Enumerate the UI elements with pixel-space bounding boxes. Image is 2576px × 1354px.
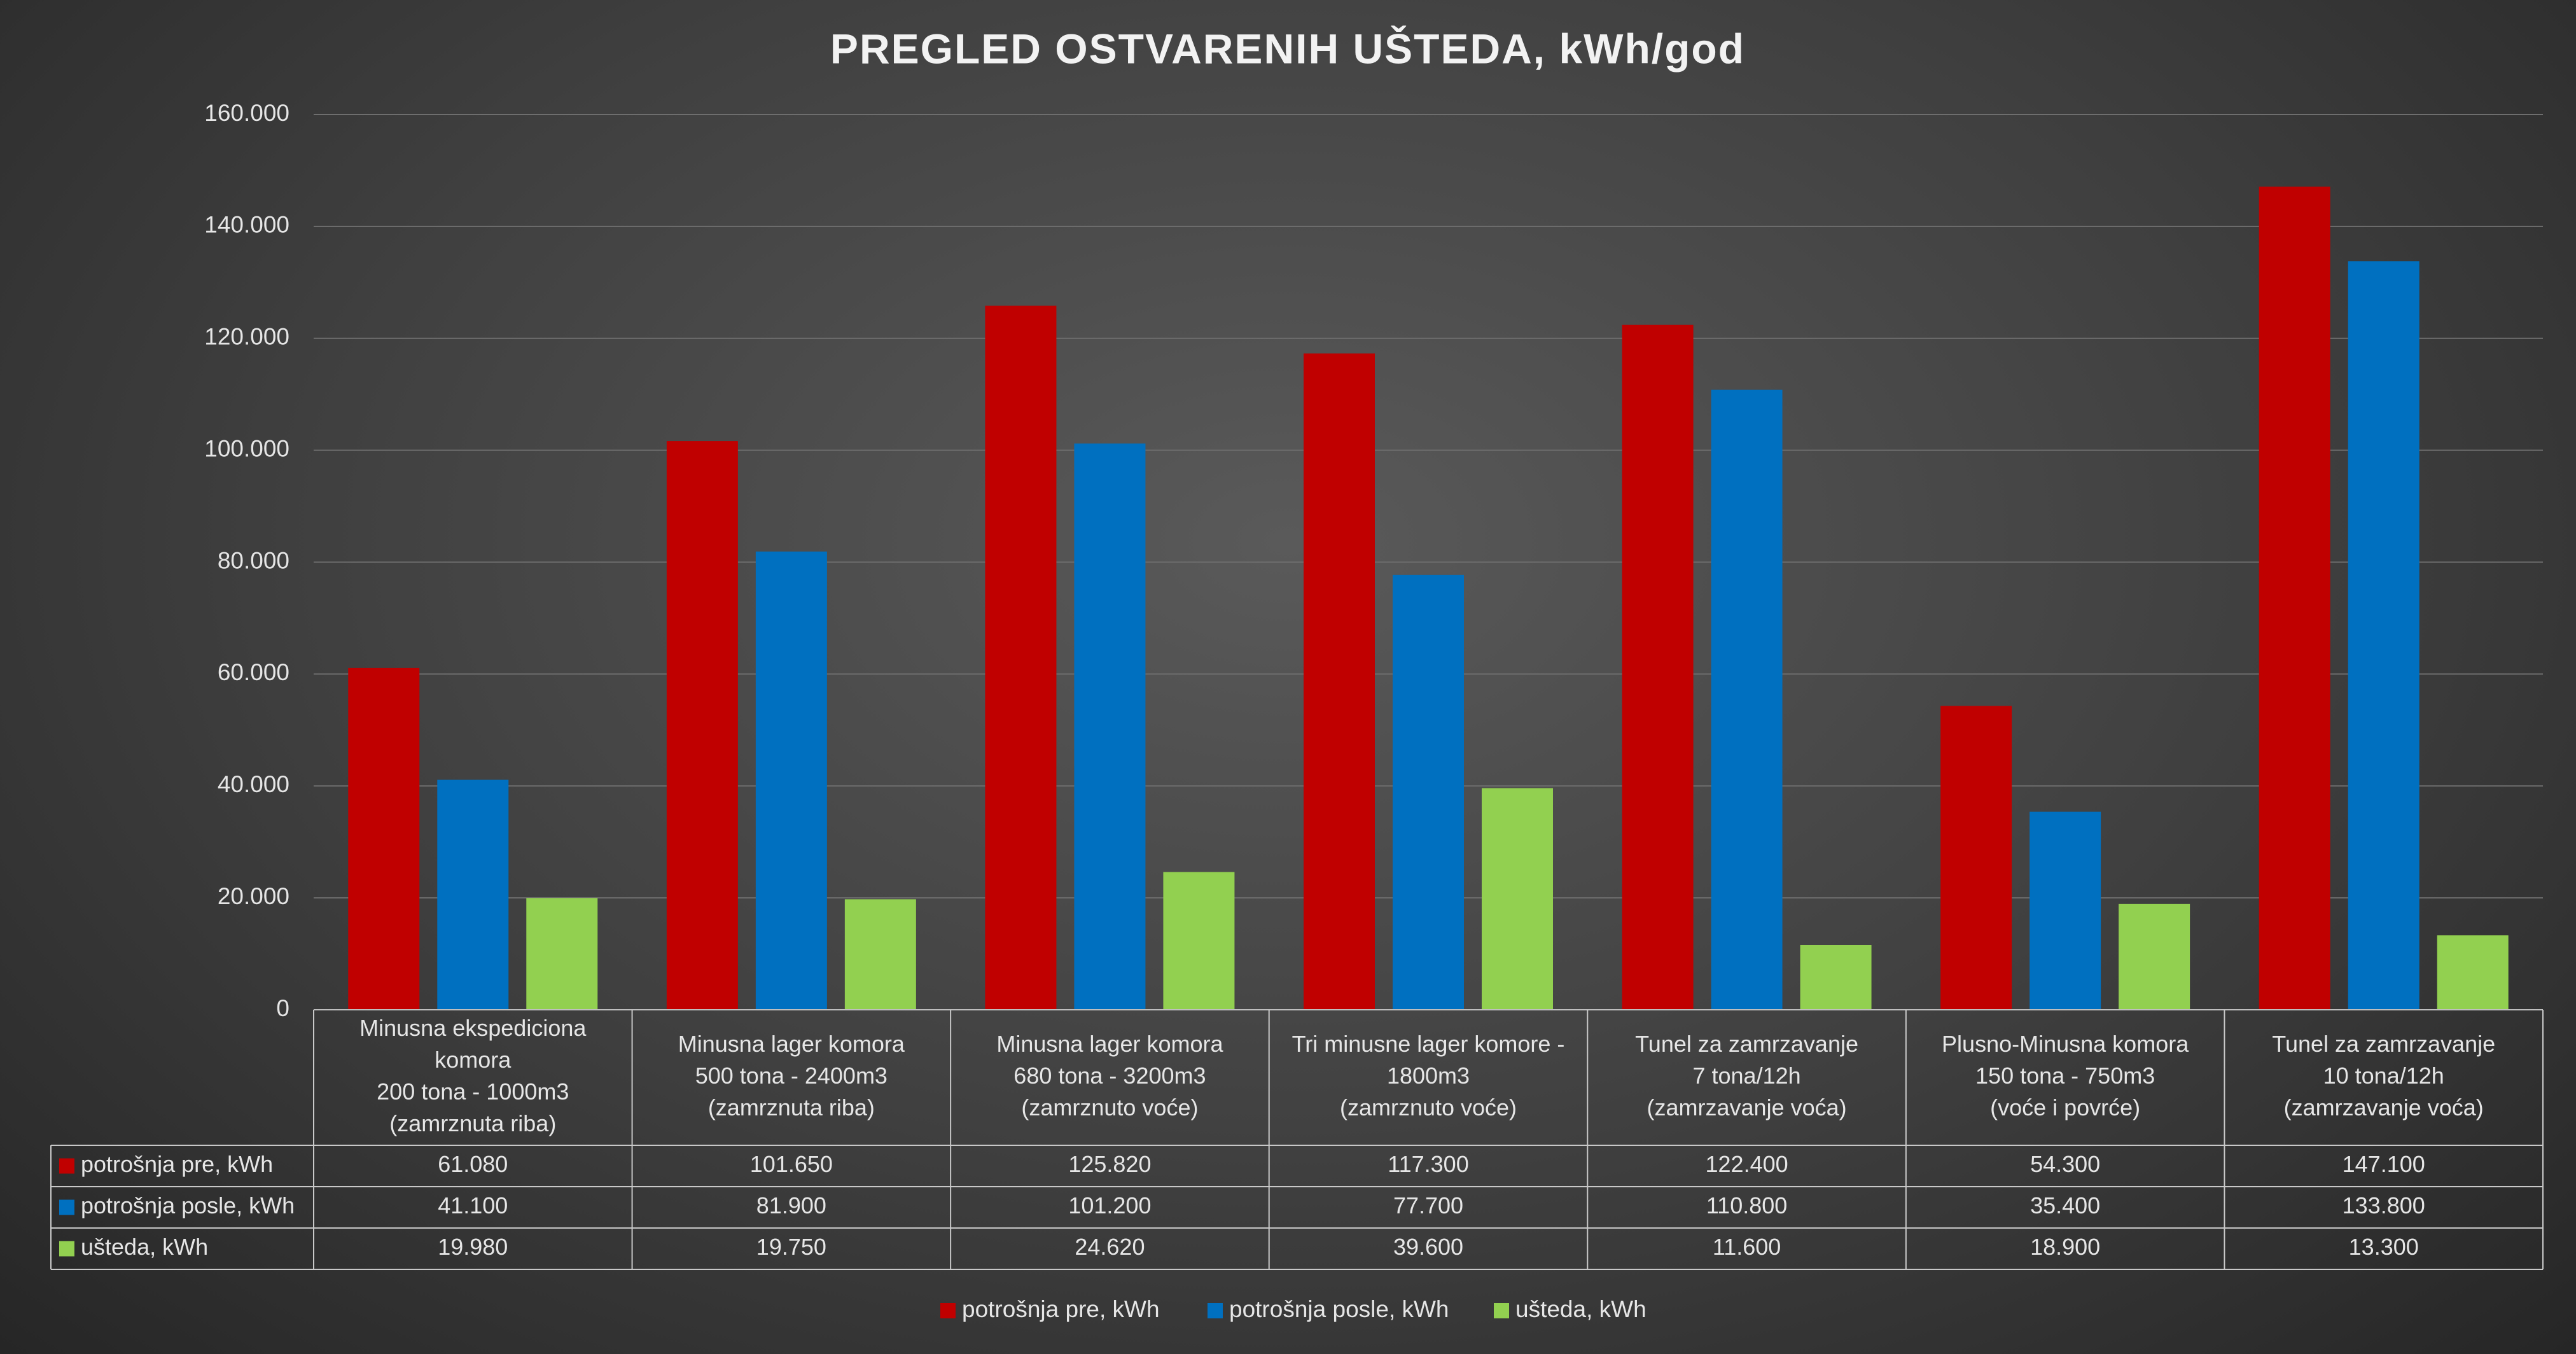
legend-key <box>940 1303 956 1318</box>
data-label: 35.400 <box>2030 1192 2100 1218</box>
category-label: 150 tona - 750m3 <box>1975 1063 2155 1089</box>
category-label: (zamrznuto voće) <box>1340 1094 1517 1120</box>
data-label: 41.100 <box>438 1192 508 1218</box>
category-label: (zamrznuta riba) <box>708 1094 875 1120</box>
data-label: 19.750 <box>756 1234 826 1260</box>
table-series-name: potrošnja pre, kWh <box>81 1151 273 1177</box>
bar-2-6 <box>2029 811 2101 1010</box>
bar-1-2 <box>666 441 738 1010</box>
bar-1-5 <box>1622 325 1694 1010</box>
data-label: 110.800 <box>1706 1192 1787 1218</box>
category-label: 7 tona/12h <box>1692 1063 1800 1089</box>
legend-label: potrošnja pre, kWh <box>962 1296 1160 1322</box>
y-tick-label: 60.000 <box>218 659 289 685</box>
y-tick-label: 0 <box>276 995 289 1021</box>
data-label: 19.980 <box>438 1234 508 1260</box>
category-label: 680 tona - 3200m3 <box>1013 1063 1206 1089</box>
y-tick-label: 140.000 <box>204 212 289 238</box>
data-label: 81.900 <box>756 1192 826 1218</box>
bar-3-4 <box>1482 788 1553 1010</box>
bar-2-4 <box>1393 575 1464 1010</box>
bar-2-5 <box>1711 389 1783 1010</box>
bar-1-7 <box>2259 186 2330 1010</box>
bar-3-2 <box>844 899 916 1010</box>
table-series-name: ušteda, kWh <box>81 1234 208 1260</box>
data-label: 13.300 <box>2349 1234 2419 1260</box>
category-label: Tunel za zamrzavanje <box>1635 1031 1858 1057</box>
bar-3-1 <box>526 898 598 1010</box>
bar-2-7 <box>2348 261 2419 1010</box>
data-label: 61.080 <box>438 1151 508 1177</box>
y-tick-label: 40.000 <box>218 771 289 797</box>
bar-3-6 <box>2119 904 2190 1010</box>
table-legend-key <box>59 1199 74 1215</box>
bar-2-2 <box>755 551 827 1010</box>
legend-label: ušteda, kWh <box>1515 1296 1647 1322</box>
data-label: 101.200 <box>1068 1192 1151 1218</box>
y-tick-label: 20.000 <box>218 883 289 909</box>
category-label: Tunel za zamrzavanje <box>2272 1031 2495 1057</box>
data-label: 125.820 <box>1068 1151 1151 1177</box>
data-label: 147.100 <box>2343 1151 2425 1177</box>
category-label: (zamrznuto voće) <box>1021 1094 1198 1120</box>
category-label: 1800m3 <box>1387 1063 1470 1089</box>
bar-1-4 <box>1304 353 1375 1010</box>
bar-3-3 <box>1163 872 1235 1010</box>
data-label: 101.650 <box>750 1151 833 1177</box>
data-label: 122.400 <box>1706 1151 1788 1177</box>
category-label: 500 tona - 2400m3 <box>695 1063 888 1089</box>
y-tick-label: 100.000 <box>204 435 289 461</box>
data-label: 18.900 <box>2030 1234 2100 1260</box>
bar-3-5 <box>1800 944 1872 1010</box>
table-legend-key <box>59 1158 74 1174</box>
category-label: Tri minusne lager komore - <box>1292 1031 1565 1057</box>
category-label: Minusna lager komora <box>996 1031 1223 1057</box>
data-label: 39.600 <box>1393 1234 1463 1260</box>
bar-2-3 <box>1074 443 1146 1010</box>
legend-label: potrošnja posle, kWh <box>1229 1296 1449 1322</box>
table-series-name: potrošnja posle, kWh <box>81 1192 295 1218</box>
category-label: (zamrzavanje voća) <box>1647 1094 1847 1120</box>
category-label: (voće i povrće) <box>1990 1094 2140 1120</box>
y-tick-label: 120.000 <box>204 324 289 350</box>
table-legend-key <box>59 1241 74 1257</box>
data-label: 133.800 <box>2343 1192 2425 1218</box>
data-label: 24.620 <box>1075 1234 1145 1260</box>
data-label: 117.300 <box>1388 1151 1468 1177</box>
data-label: 11.600 <box>1713 1234 1781 1260</box>
bar-1-1 <box>348 667 420 1010</box>
category-label: Minusna lager komora <box>678 1031 905 1057</box>
category-label: (zamrzavanje voća) <box>2284 1094 2484 1120</box>
y-tick-label: 160.000 <box>204 100 289 126</box>
category-label: 10 tona/12h <box>2323 1063 2444 1089</box>
category-label: 200 tona - 1000m3 <box>377 1078 569 1105</box>
legend-key <box>1208 1303 1223 1318</box>
data-label: 77.700 <box>1393 1192 1463 1218</box>
bar-3-7 <box>2437 935 2509 1010</box>
legend-key <box>1494 1303 1509 1318</box>
bar-1-3 <box>985 305 1057 1010</box>
data-label: 54.300 <box>2030 1151 2100 1177</box>
bar-1-6 <box>1940 706 2012 1010</box>
y-tick-label: 80.000 <box>218 547 289 573</box>
category-label: Minusna ekspediciona <box>359 1015 587 1041</box>
bar-2-1 <box>437 779 509 1010</box>
category-label: komora <box>435 1047 512 1073</box>
category-label: Plusno-Minusna komora <box>1942 1031 2189 1057</box>
chart-title: PREGLED OSTVARENIH UŠTEDA, kWh/god <box>830 25 1745 72</box>
category-label: (zamrznuta riba) <box>389 1110 556 1136</box>
